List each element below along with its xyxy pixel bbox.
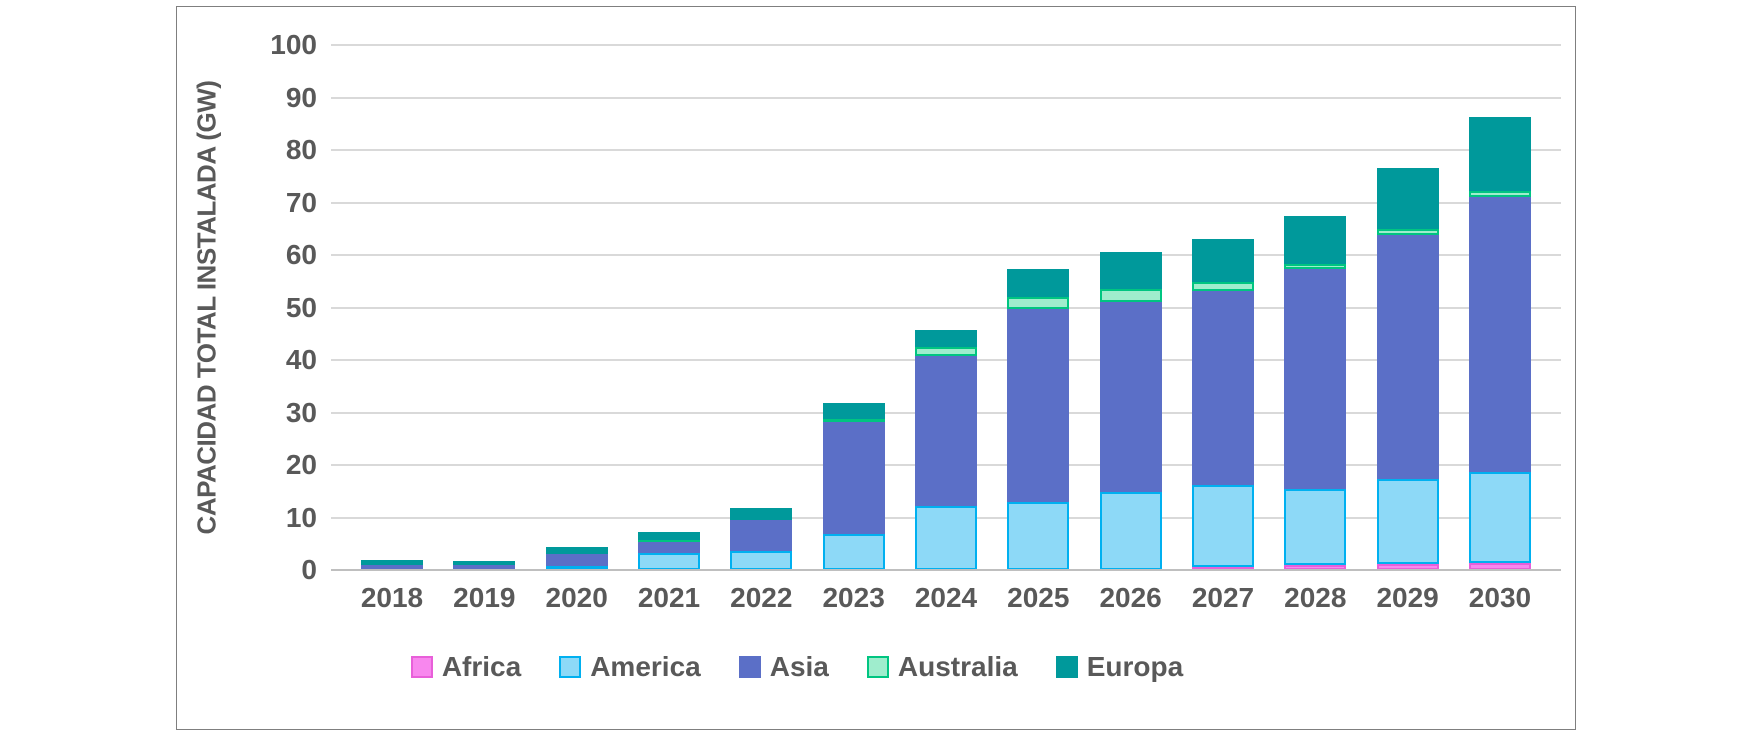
bar-segment-2025-australia bbox=[1007, 297, 1070, 310]
x-tick-label-2027: 2027 bbox=[1191, 582, 1255, 613]
y-tick-label-10: 10 bbox=[285, 501, 317, 533]
bar-segment-2030-africa bbox=[1468, 562, 1531, 570]
x-tick-label-2018: 2018 bbox=[360, 582, 424, 613]
y-tick-label-20: 20 bbox=[285, 449, 317, 480]
legend-swatch-america bbox=[559, 656, 582, 678]
legend-swatch-africa bbox=[410, 656, 433, 678]
bar-segment-2020-asia bbox=[545, 554, 608, 566]
bar-segment-2030-asia bbox=[1468, 196, 1531, 472]
bar-segment-2029-australia bbox=[1376, 228, 1439, 235]
bar-segment-2030-australia bbox=[1468, 190, 1531, 197]
bar-segment-2023-america bbox=[822, 534, 885, 570]
legend-label-asia: Asia bbox=[769, 651, 829, 682]
bar-segment-2018-asia bbox=[361, 564, 423, 570]
x-tick-label-2019: 2019 bbox=[453, 582, 516, 613]
bar-segment-2029-america bbox=[1376, 479, 1439, 565]
legend-item-europa: Europa bbox=[1055, 651, 1184, 683]
bar-segment-2024-america bbox=[914, 505, 977, 570]
bar-segment-2019-europa bbox=[453, 560, 516, 566]
bar-segment-2027-asia bbox=[1191, 291, 1254, 486]
bar-segment-2023-australia bbox=[822, 417, 885, 422]
legend-item-america: America bbox=[559, 651, 701, 683]
legend-swatch-australia bbox=[866, 656, 889, 678]
gridline-60 bbox=[331, 254, 1561, 256]
y-tick-label-100: 100 bbox=[270, 29, 317, 60]
y-tick-label-0: 0 bbox=[301, 554, 317, 585]
bar-segment-2029-asia bbox=[1376, 234, 1439, 480]
bar-segment-2026-america bbox=[1099, 491, 1162, 570]
gridline-90 bbox=[331, 96, 1561, 99]
bar-segment-2021-asia bbox=[637, 541, 700, 553]
x-tick-label-2021: 2021 bbox=[637, 582, 701, 613]
bar-segment-2020-europa bbox=[545, 547, 608, 555]
bar-segment-2025-america bbox=[1007, 501, 1070, 570]
bar-segment-2018-europa bbox=[361, 560, 423, 565]
bar-segment-2026-europa bbox=[1099, 252, 1162, 289]
bar-segment-2021-europa bbox=[637, 532, 700, 541]
gridline-50 bbox=[331, 306, 1561, 309]
bar-segment-2023-europa bbox=[822, 403, 885, 419]
gridline-100 bbox=[331, 44, 1561, 46]
bar-segment-2027-europa bbox=[1191, 239, 1254, 283]
x-tick-label-2023: 2023 bbox=[822, 582, 885, 613]
x-tick-label-2020: 2020 bbox=[545, 582, 608, 613]
legend-label-africa: Africa bbox=[441, 651, 522, 682]
bar-segment-2025-asia bbox=[1007, 309, 1070, 502]
bar-segment-2030-europa bbox=[1468, 117, 1531, 191]
bar-segment-2027-australia bbox=[1191, 282, 1254, 292]
legend-label-australia: Australia bbox=[897, 651, 1018, 682]
x-tick-label-2030: 2030 bbox=[1468, 582, 1532, 613]
bar-segment-2027-america bbox=[1191, 485, 1254, 568]
bar-segment-2024-asia bbox=[914, 356, 977, 506]
x-tick-label-2024: 2024 bbox=[914, 582, 978, 613]
bar-segment-2024-australia bbox=[914, 346, 977, 357]
legend-item-africa: Africa bbox=[410, 651, 522, 683]
legend-swatch-europa bbox=[1055, 656, 1078, 678]
y-tick-label-40: 40 bbox=[285, 344, 317, 375]
plot-area bbox=[331, 44, 1561, 571]
bar-segment-2030-america bbox=[1468, 471, 1531, 563]
legend: Africa America Asia Australia Europa bbox=[177, 651, 1417, 683]
x-tick-label-2022: 2022 bbox=[730, 582, 793, 613]
y-tick-label-30: 30 bbox=[285, 396, 317, 428]
legend-label-america: America bbox=[590, 651, 701, 682]
bar-segment-2022-europa bbox=[730, 507, 793, 520]
legend-label-europa: Europa bbox=[1086, 651, 1184, 682]
x-tick-label-2028: 2028 bbox=[1284, 582, 1347, 613]
bar-segment-2022-america bbox=[730, 550, 793, 570]
y-tick-label-60: 60 bbox=[285, 239, 317, 270]
x-axis-line bbox=[331, 569, 1561, 571]
y-tick-label-50: 50 bbox=[285, 291, 317, 323]
bar-segment-2026-asia bbox=[1099, 301, 1162, 492]
bar-segment-2024-europa bbox=[914, 329, 977, 347]
y-tick-label-90: 90 bbox=[285, 81, 317, 113]
x-tick-label-2026: 2026 bbox=[1099, 582, 1162, 613]
y-tick-label-70: 70 bbox=[285, 186, 317, 218]
bar-segment-2028-america bbox=[1284, 488, 1347, 566]
x-tick-label-2025: 2025 bbox=[1007, 582, 1070, 613]
bar-segment-2029-europa bbox=[1376, 167, 1439, 229]
bar-segment-2028-europa bbox=[1284, 215, 1347, 265]
bar-segment-2028-asia bbox=[1284, 268, 1347, 489]
bar-segment-2028-australia bbox=[1284, 264, 1347, 269]
chart-panel: CAPACIDAD TOTAL INSTALADA (GW) 0 10 20 30 40… bbox=[176, 6, 1576, 730]
y-tick-label-80: 80 bbox=[285, 134, 317, 165]
gridline-80 bbox=[331, 149, 1561, 151]
gridline-70 bbox=[331, 201, 1561, 204]
x-tick-label-2029: 2029 bbox=[1376, 582, 1439, 613]
bar-segment-2022-asia bbox=[730, 519, 793, 551]
bar-segment-2023-asia bbox=[822, 421, 885, 535]
legend-item-australia: Australia bbox=[866, 651, 1018, 683]
bar-segment-2026-australia bbox=[1099, 288, 1162, 302]
bar-segment-2019-asia bbox=[453, 565, 516, 570]
bar-segment-2020-america bbox=[545, 565, 608, 570]
bar-segment-2021-america bbox=[637, 552, 700, 570]
bar-segment-2025-europa bbox=[1007, 269, 1070, 297]
legend-swatch-asia bbox=[738, 656, 761, 678]
legend-item-asia: Asia bbox=[738, 651, 829, 683]
